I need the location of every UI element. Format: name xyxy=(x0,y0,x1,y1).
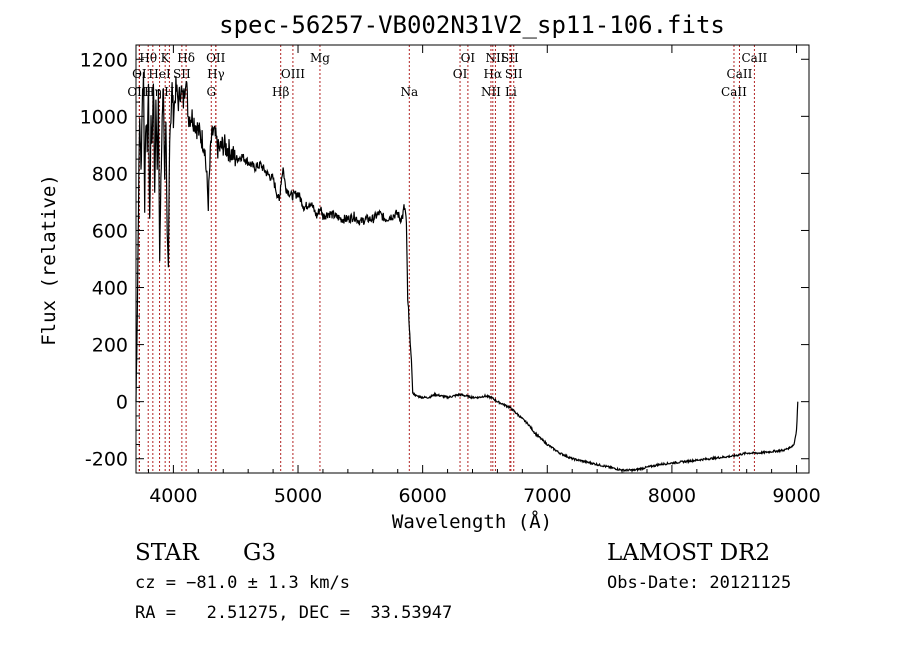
spectral-line-label: Hδ xyxy=(177,51,195,65)
spectral-line-label: G xyxy=(206,85,216,99)
y-tick-label: 0 xyxy=(116,392,128,414)
x-tick-label: 6000 xyxy=(398,485,446,507)
spectral-line-label: NII xyxy=(481,85,501,99)
spectral-line-label: OIII xyxy=(127,85,151,99)
spectral-line-label: OI xyxy=(453,67,468,81)
redshift-cz: cz = −81.0 ± 1.3 km/s xyxy=(135,573,350,593)
observation-date: Obs-Date: 20121125 xyxy=(607,573,792,593)
y-tick-label: -200 xyxy=(85,449,128,471)
x-tick-label: 7000 xyxy=(523,485,571,507)
spectral-line-label: Hβ xyxy=(272,85,289,99)
spectral-line-label: Hθ xyxy=(139,51,157,65)
y-tick-label: 800 xyxy=(92,163,128,185)
y-tick-label: 400 xyxy=(92,278,128,300)
spectral-line-label: OIII xyxy=(281,67,305,81)
y-tick-label: 200 xyxy=(92,335,128,357)
x-tick-label: 5000 xyxy=(274,485,322,507)
x-axis: 4000 5000 6000 7000 8000 9000 xyxy=(147,45,821,507)
survey-name: LAMOST DR2 xyxy=(607,540,771,566)
y-axis: -200 0 200 400 600 800 1000 1200 xyxy=(80,49,809,471)
spectral-line-label: Hα xyxy=(484,67,503,81)
spectral-line-label: K xyxy=(161,51,171,65)
plot-area xyxy=(135,72,799,473)
spectral-line-label: SII xyxy=(505,67,523,81)
x-tick-label: 9000 xyxy=(772,485,820,507)
spectral-line-label: HeI xyxy=(148,67,171,81)
spectrum-line xyxy=(135,72,799,473)
spectral-line-label: SII xyxy=(501,51,519,65)
spectral-line-label: Na xyxy=(400,85,418,99)
spectral-line-label: OI xyxy=(461,51,476,65)
spectral-line-label: SII xyxy=(173,67,191,81)
spectral-line-label: CaII xyxy=(741,51,767,65)
x-axis-label: Wavelength (Å) xyxy=(392,510,552,533)
plot-frame xyxy=(135,44,810,474)
x-tick-label: 8000 xyxy=(648,485,696,507)
spectral-line-label: Hγ xyxy=(207,67,225,81)
object-subclass: G3 xyxy=(243,540,277,566)
y-tick-label: 1200 xyxy=(80,49,128,71)
spectral-line-label: H xyxy=(164,85,174,99)
object-class: STAR xyxy=(135,540,199,566)
spectral-line-label: CaII xyxy=(727,67,753,81)
chart-title: spec-56257-VB002N31V2_sp11-106.fits xyxy=(219,11,725,39)
spectral-line-label: CaII xyxy=(721,85,747,99)
y-axis-label: Flux (relative) xyxy=(38,174,60,346)
x-tick-label: 4000 xyxy=(149,485,197,507)
spectral-line-label: Mg xyxy=(310,51,330,65)
spectral-line-label: Li xyxy=(505,85,517,99)
y-tick-label: 1000 xyxy=(80,106,128,128)
y-tick-label: 600 xyxy=(92,220,128,242)
ra-dec: RA = 2.51275, DEC = 33.53947 xyxy=(135,603,453,623)
